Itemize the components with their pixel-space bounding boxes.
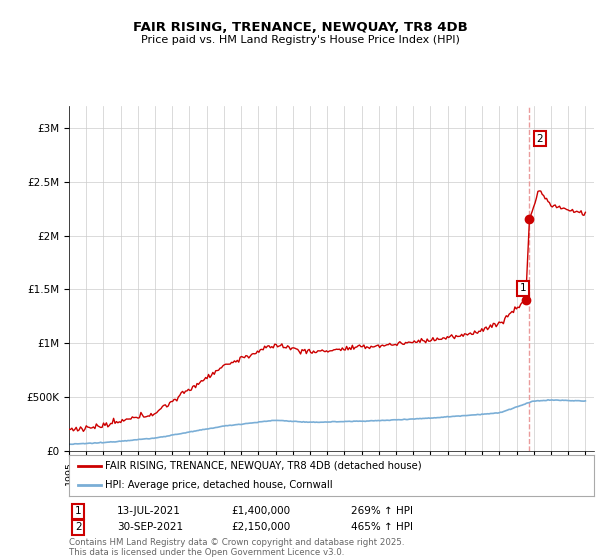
Text: 2: 2 — [536, 134, 543, 144]
Text: 30-SEP-2021: 30-SEP-2021 — [117, 522, 183, 533]
Text: Price paid vs. HM Land Registry's House Price Index (HPI): Price paid vs. HM Land Registry's House … — [140, 35, 460, 45]
Text: FAIR RISING, TRENANCE, NEWQUAY, TR8 4DB: FAIR RISING, TRENANCE, NEWQUAY, TR8 4DB — [133, 21, 467, 34]
Text: 1: 1 — [75, 506, 82, 516]
Text: FAIR RISING, TRENANCE, NEWQUAY, TR8 4DB (detached house): FAIR RISING, TRENANCE, NEWQUAY, TR8 4DB … — [105, 461, 421, 471]
Text: Contains HM Land Registry data © Crown copyright and database right 2025.
This d: Contains HM Land Registry data © Crown c… — [69, 538, 404, 557]
Text: £2,150,000: £2,150,000 — [231, 522, 290, 533]
Text: 1: 1 — [520, 283, 526, 293]
Text: 2: 2 — [75, 522, 82, 533]
Text: HPI: Average price, detached house, Cornwall: HPI: Average price, detached house, Corn… — [105, 480, 332, 490]
Text: 13-JUL-2021: 13-JUL-2021 — [117, 506, 181, 516]
Text: £1,400,000: £1,400,000 — [231, 506, 290, 516]
Text: 269% ↑ HPI: 269% ↑ HPI — [351, 506, 413, 516]
Text: 465% ↑ HPI: 465% ↑ HPI — [351, 522, 413, 533]
